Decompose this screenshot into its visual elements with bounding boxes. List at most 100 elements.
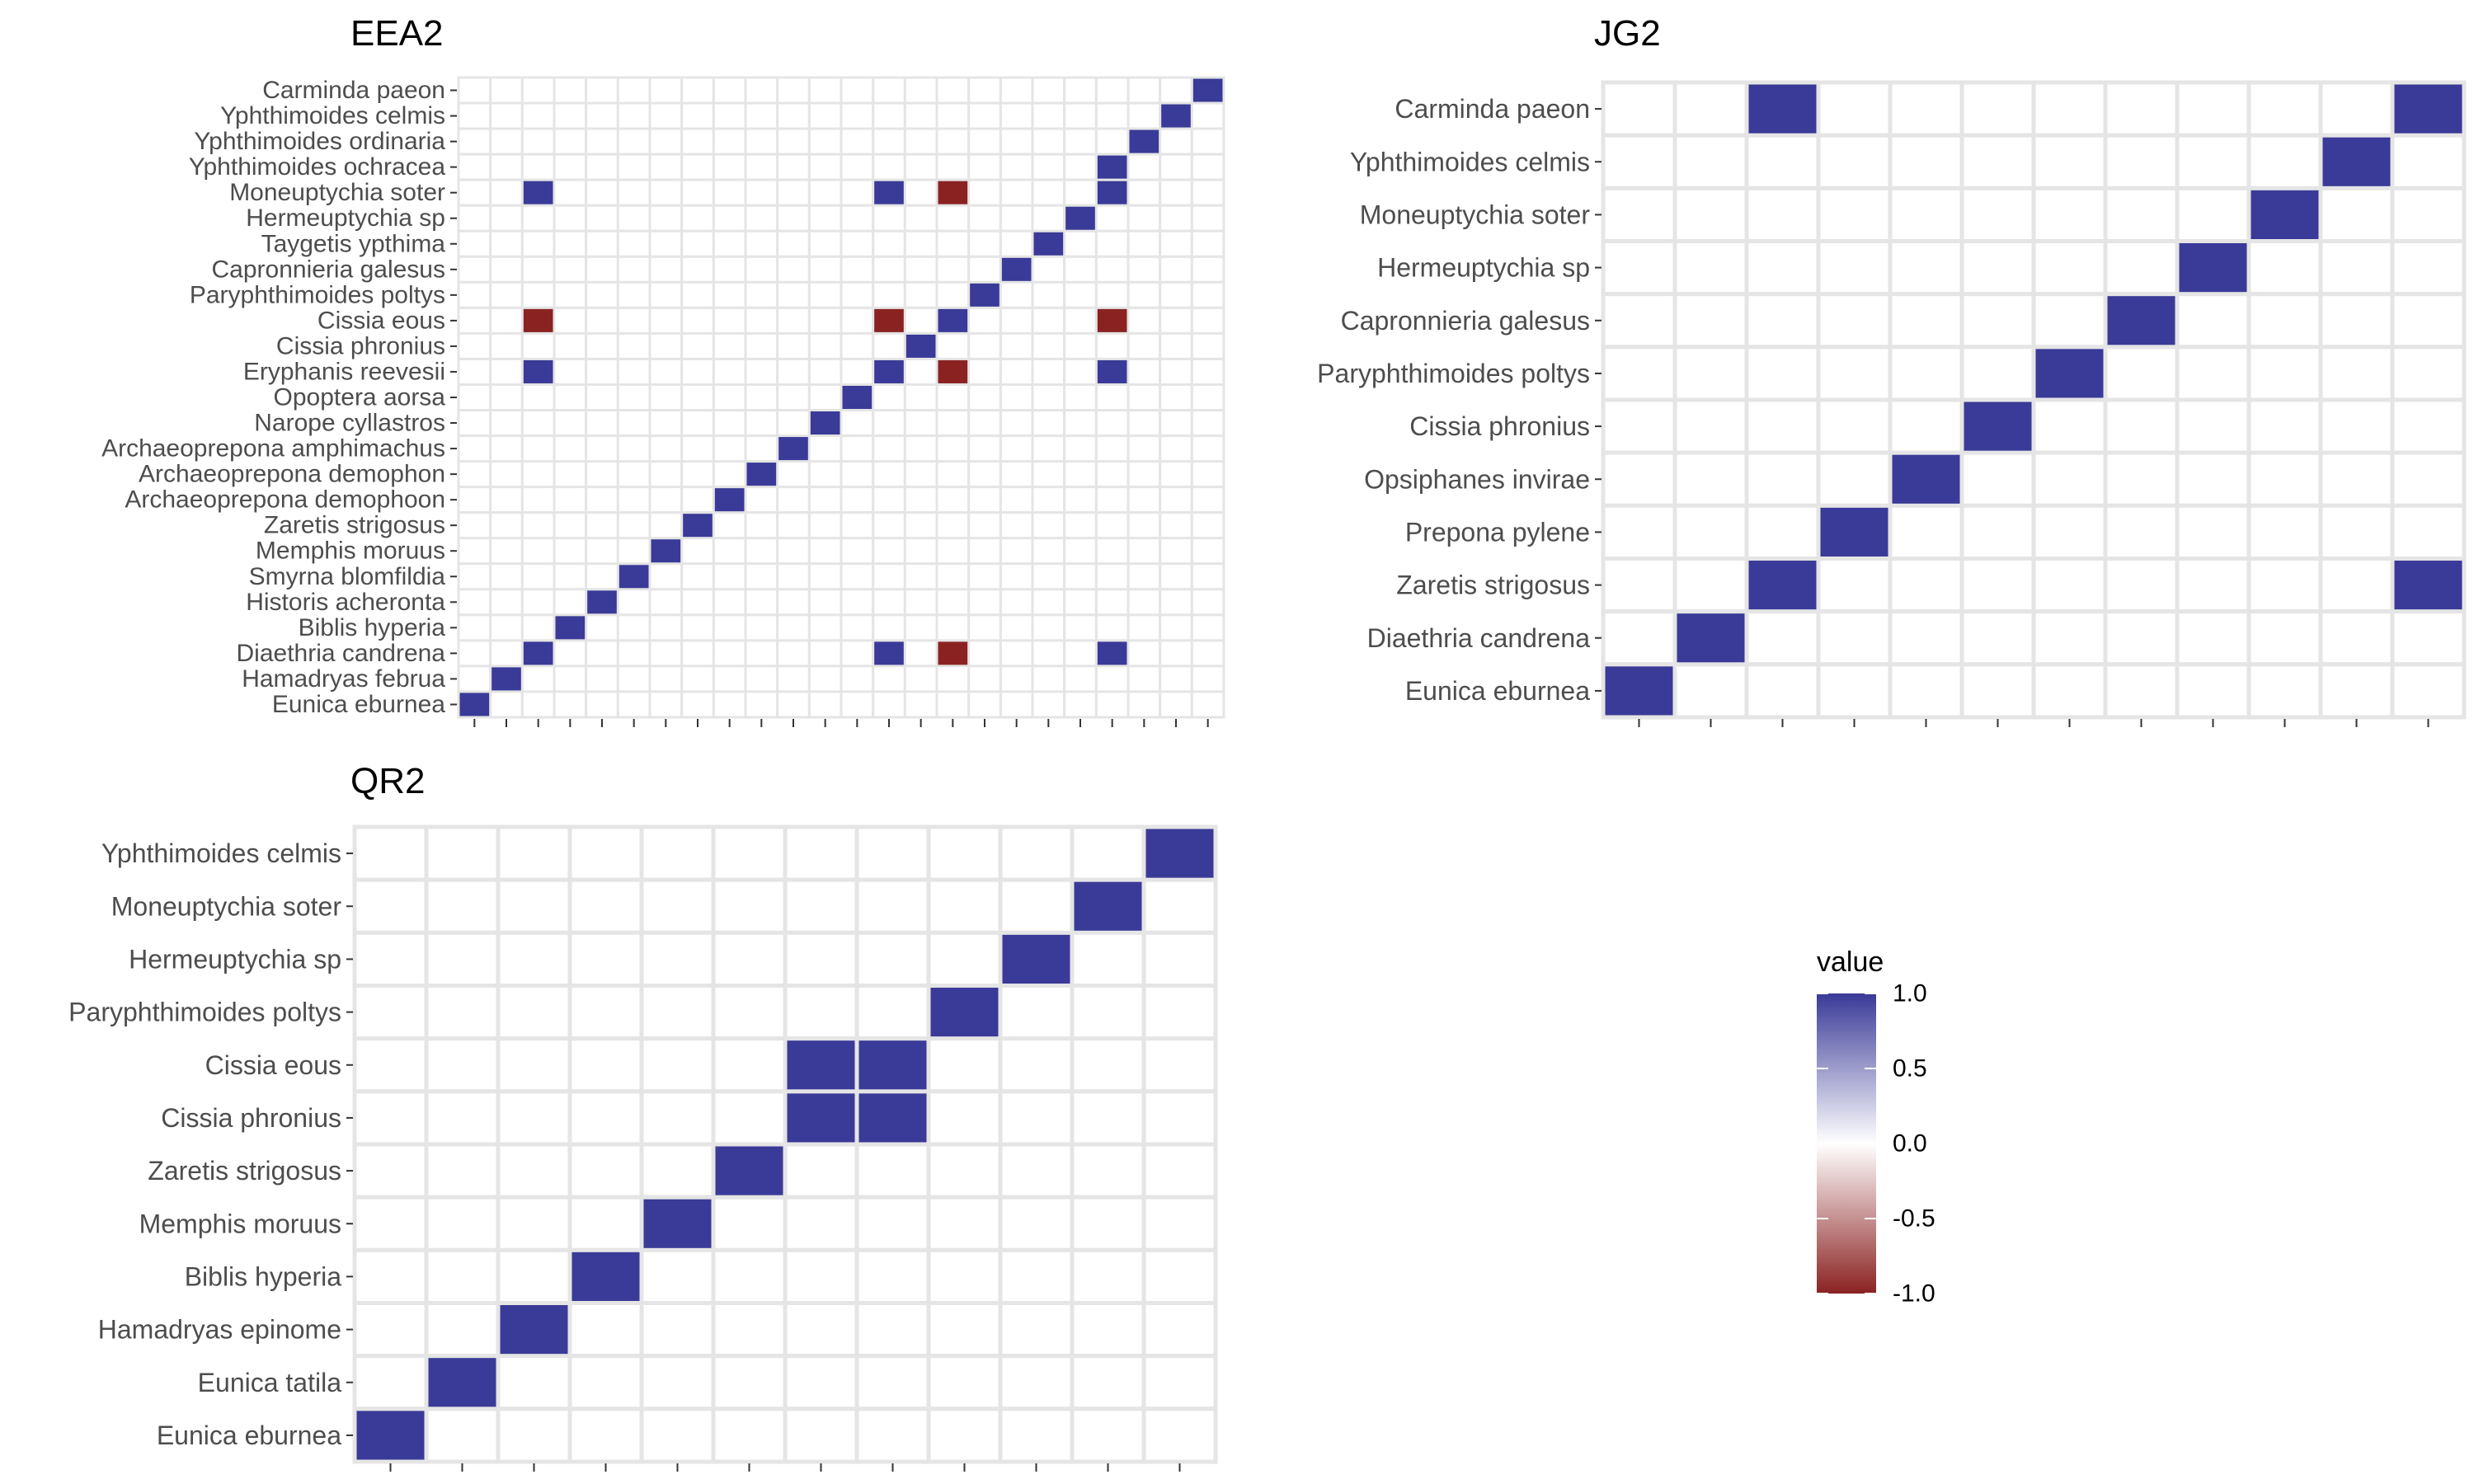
heatmap-cell: [778, 437, 808, 461]
grid-cell: [807, 383, 843, 412]
grid-cell: [648, 409, 684, 438]
grid-cell: [1126, 383, 1162, 412]
grid-cell: [1094, 409, 1130, 438]
grid-cell: [967, 639, 1002, 668]
row-label: Archaeoprepona demophoon: [125, 486, 445, 514]
grid-cell: [639, 1407, 716, 1464]
grid-cell: [648, 639, 684, 668]
heatmap-cell: [1001, 257, 1032, 281]
grid-cell: [1190, 357, 1225, 386]
grid-cell: [711, 1354, 788, 1411]
grid-cell: [639, 1036, 716, 1094]
heatmap-cell: [555, 616, 586, 640]
grid-cell: [648, 665, 684, 693]
grid-cell: [872, 383, 906, 412]
grid-cell: [585, 331, 619, 360]
grid-cell: [648, 460, 684, 489]
heatmap-cell: [1605, 666, 1673, 716]
grid-cell: [352, 877, 429, 935]
grid-cell: [744, 229, 779, 258]
grid-cell: [776, 460, 811, 489]
grid-cell: [2390, 503, 2467, 561]
grid-cell: [616, 460, 651, 489]
grid-cell: [999, 153, 1034, 181]
grid-cell: [1031, 665, 1066, 693]
grid-cell: [616, 357, 651, 386]
grid-cell: [1159, 255, 1193, 284]
grid-cell: [457, 178, 492, 207]
grid-cell: [1888, 609, 1964, 667]
grid-cell: [840, 76, 875, 105]
grid-cell: [1063, 76, 1098, 105]
grid-cell: [553, 255, 588, 284]
grid-cell: [2175, 503, 2251, 561]
row-label: Biblis hyperia: [185, 1261, 342, 1291]
grid-cell: [807, 178, 843, 207]
grid-cell: [520, 331, 556, 360]
legend-title: value: [1817, 946, 1884, 978]
grid-cell: [903, 153, 938, 181]
grid-cell: [489, 306, 524, 335]
grid-cell: [744, 127, 779, 156]
row-label: Paryphthimoides poltys: [68, 998, 341, 1027]
row-label: Paryphthimoides poltys: [190, 281, 445, 308]
grid-cell: [1063, 409, 1098, 438]
grid-cell: [1126, 357, 1162, 386]
grid-cell: [1031, 101, 1066, 130]
grid-cell: [1063, 127, 1098, 156]
grid-cell: [711, 930, 788, 989]
grid-cell: [680, 306, 715, 335]
heatmap-cell: [787, 1093, 855, 1143]
grid-cell: [840, 511, 875, 540]
grid-cell: [2031, 556, 2108, 614]
grid-cell: [1744, 133, 1821, 190]
legend-tick-label: -0.5: [1893, 1205, 1935, 1233]
grid-cell: [567, 877, 644, 935]
grid-cell: [1094, 255, 1130, 284]
row-label: Hermeuptychia sp: [1377, 253, 1590, 283]
grid-cell: [567, 824, 644, 882]
grid-cell: [807, 255, 843, 284]
grid-cell: [783, 1247, 859, 1306]
row-label: Smyrna blomfildia: [249, 563, 446, 590]
heatmap-cell: [428, 1358, 496, 1407]
grid-cell: [999, 280, 1034, 309]
grid-cell: [1159, 178, 1193, 207]
grid-cell: [1816, 133, 1893, 190]
grid-cell: [967, 101, 1002, 130]
grid-cell: [1190, 280, 1225, 309]
grid-cell: [1031, 588, 1066, 617]
heatmap-cell: [938, 308, 968, 332]
heatmap-cell: [1065, 206, 1095, 230]
grid-cell: [489, 101, 524, 130]
grid-cell: [1063, 153, 1098, 181]
grid-cell: [457, 357, 492, 386]
heatmap-cell: [2394, 84, 2462, 134]
grid-cell: [999, 690, 1034, 719]
grid-cell: [935, 280, 971, 309]
grid-cell: [783, 1407, 859, 1464]
grid-cell: [680, 383, 715, 412]
heatmap-cell: [1002, 934, 1070, 984]
grid-cell: [1601, 239, 1677, 297]
grid-cell: [807, 486, 843, 514]
heatmap-cell: [1097, 359, 1127, 383]
grid-cell: [1070, 1195, 1146, 1252]
heatmap-cell: [1097, 155, 1127, 179]
row-label: Cissia phronius: [1409, 411, 1590, 441]
grid-cell: [776, 409, 811, 438]
row-label: Memphis moruus: [139, 1209, 341, 1238]
grid-cell: [926, 1354, 1003, 1411]
grid-cell: [807, 153, 843, 181]
grid-cell: [496, 1036, 572, 1094]
grid-cell: [616, 229, 651, 258]
grid-cell: [712, 331, 747, 360]
grid-cell: [553, 357, 588, 386]
grid-cell: [999, 357, 1034, 386]
grid-cell: [2031, 239, 2108, 297]
grid-cell: [807, 690, 843, 719]
grid-cell: [520, 460, 556, 489]
grid-cell: [1126, 562, 1162, 591]
row-label: Memphis moruus: [256, 538, 445, 565]
heatmap-cell: [2322, 137, 2391, 186]
